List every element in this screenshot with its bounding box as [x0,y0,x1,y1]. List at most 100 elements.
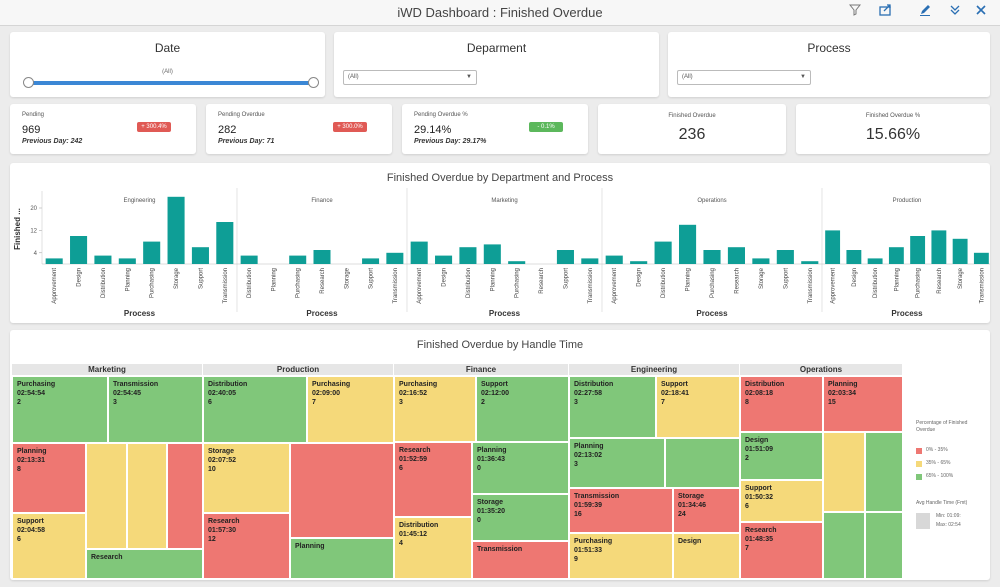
bar[interactable] [846,250,862,264]
treemap-cell[interactable]: Research 01:57:30 12 [203,513,290,579]
bar[interactable] [910,236,926,264]
bar[interactable] [679,224,697,264]
treemap-cell[interactable]: Support 02:18:41 7 [656,376,740,438]
bar[interactable] [630,261,648,264]
treemap-cell[interactable]: Design [673,533,740,579]
treemap-cell[interactable] [823,512,865,579]
treemap-cell[interactable]: Support 02:12:00 2 [476,376,569,442]
process-select[interactable]: (All) ▼ [677,70,811,85]
treemap-cell-name: Purchasing [574,538,613,545]
collapse-icon[interactable] [946,3,964,21]
x-tick-label: Research [734,268,740,294]
treemap-cell[interactable]: Research 01:52:59 6 [394,442,472,517]
treemap-cell[interactable] [823,432,865,512]
treemap-cell[interactable]: Storage 02:07:52 10 [203,443,290,513]
treemap-cell[interactable]: Distribution 01:45:12 4 [394,517,472,579]
bar[interactable] [973,252,989,264]
treemap-cell[interactable] [167,443,203,549]
treemap-cell[interactable]: Purchasing 02:16:52 3 [394,376,476,442]
treemap-cell[interactable] [86,443,127,549]
x-tick-label: Distribution [466,268,472,298]
treemap-cell[interactable]: Planning [290,538,394,579]
treemap-cell[interactable]: Planning 02:13:31 8 [12,443,86,513]
bar[interactable] [654,241,672,264]
bar[interactable] [435,255,453,264]
treemap-cell[interactable]: Purchasing 02:54:54 2 [12,376,108,443]
treemap-cell-time: 01:57:30 [208,527,237,534]
treemap-cell[interactable] [290,443,394,538]
treemap-cell[interactable]: Support 02:04:58 6 [12,513,86,579]
treemap-cell[interactable]: Distribution 02:27:58 3 [569,376,656,438]
bar[interactable] [362,258,380,264]
bar[interactable] [459,247,477,264]
treemap-cell[interactable] [665,438,740,488]
bar[interactable] [605,255,623,264]
treemap-cell[interactable]: Distribution 02:08:18 8 [740,376,823,432]
bar[interactable] [952,238,968,264]
size-legend-min: Min: 01:09: [936,513,961,519]
treemap-cell[interactable]: Transmission [472,541,569,579]
bar[interactable] [70,236,88,264]
bar[interactable] [410,241,428,264]
kpi-value: 282 [218,124,237,136]
treemap-cell[interactable]: Planning 02:13:02 3 [569,438,665,488]
filter-icon[interactable] [846,3,864,21]
treemap-cell[interactable]: Design 01:51:09 2 [740,432,823,480]
bar[interactable] [727,247,745,264]
close-icon[interactable] [972,3,990,21]
bar[interactable] [931,230,947,264]
treemap-cell[interactable]: Distribution 02:40:05 6 [203,376,307,443]
treemap-cell-count: 6 [745,503,749,510]
bar[interactable] [867,258,883,264]
treemap-cell[interactable]: Storage 01:35:20 0 [472,494,569,541]
bar[interactable] [118,258,136,264]
date-slider-end-handle[interactable] [308,77,319,88]
department-select[interactable]: (All) ▼ [343,70,477,85]
treemap-cell[interactable]: Transmission 01:59:39 16 [569,488,673,533]
x-tick-label: Storage [759,267,765,289]
bar[interactable] [313,250,331,264]
bar[interactable] [508,261,526,264]
bar[interactable] [45,258,63,264]
bar[interactable] [556,250,574,264]
treemap-cell-count: 15 [828,399,836,406]
treemap-cell-count: 9 [574,556,578,563]
share-icon[interactable] [876,3,894,21]
bar[interactable] [752,258,770,264]
treemap-cell[interactable] [127,443,167,549]
bar[interactable] [776,250,794,264]
bar[interactable] [888,247,904,264]
treemap-cell[interactable]: Planning 02:03:34 15 [823,376,903,432]
treemap-cell[interactable]: Purchasing 01:51:33 9 [569,533,673,579]
bar[interactable] [143,241,161,264]
treemap-cell[interactable]: Purchasing 02:09:00 7 [307,376,394,443]
x-tick-label: Distribution [661,268,667,298]
treemap-cell[interactable] [865,512,903,579]
edit-icon[interactable] [916,3,934,21]
bar[interactable] [483,244,501,264]
bar[interactable] [386,252,404,264]
treemap-cell[interactable]: Transmission 02:54:45 3 [108,376,203,443]
bar[interactable] [703,250,721,264]
treemap-cell[interactable]: Planning 01:36:43 0 [472,442,569,494]
bar[interactable] [167,196,185,264]
treemap-cell[interactable]: Research [86,549,203,579]
x-tick-label: Approvement [831,268,837,304]
treemap-cell[interactable]: Support 01:50:32 6 [740,480,823,522]
treemap-cell[interactable]: Research 01:48:35 7 [740,522,823,579]
bar[interactable] [191,247,209,264]
date-slider-track[interactable] [28,81,315,85]
bar[interactable] [825,230,841,264]
treemap-cell-name: Planning [574,443,604,450]
bar[interactable] [216,222,234,264]
legend-swatch [916,448,922,454]
treemap-cell[interactable] [865,432,903,512]
bar[interactable] [94,255,112,264]
bar[interactable] [289,255,307,264]
bar[interactable] [581,258,599,264]
bar-chart-title: Finished Overdue by Department and Proce… [386,172,614,184]
treemap-cell[interactable]: Storage 01:34:46 24 [673,488,740,533]
date-slider-start-handle[interactable] [23,77,34,88]
bar[interactable] [801,261,819,264]
bar[interactable] [240,255,258,264]
